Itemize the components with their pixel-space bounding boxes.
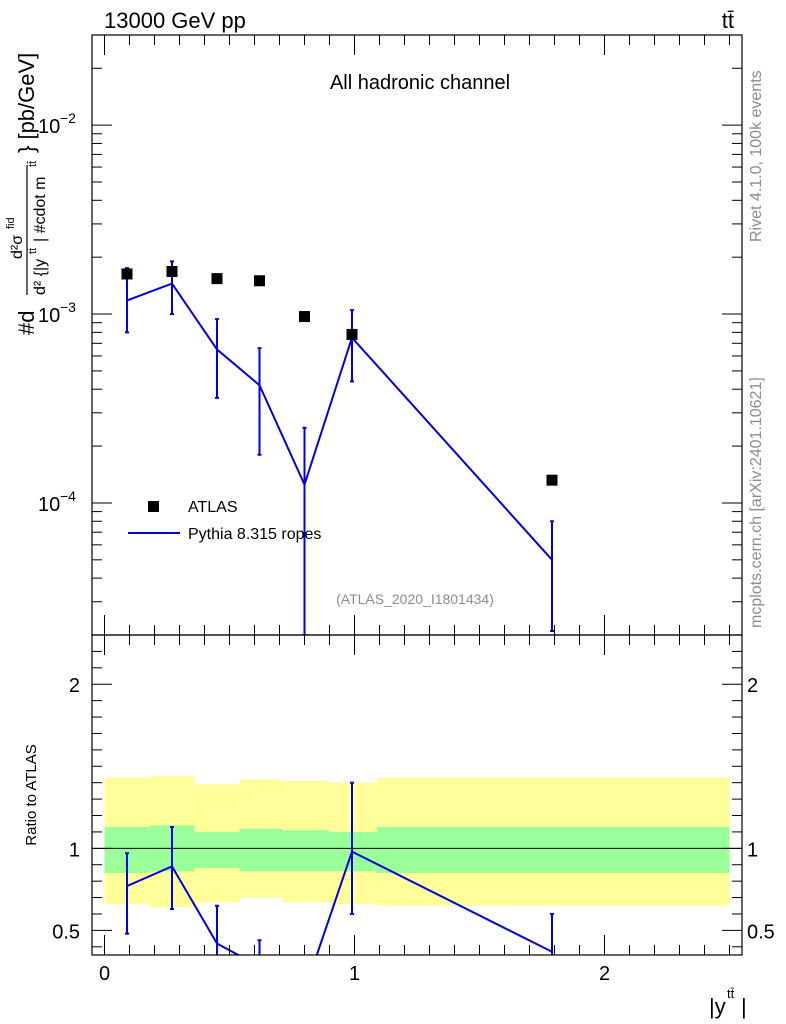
legend-mc-label: Pythia 8.315 ropes [188,526,321,543]
main-y-tick-label: 10 [38,494,60,516]
atlas-data-point [121,268,133,280]
ratio-ticks [92,634,742,955]
main-y-tick-label-exponent: −2 [60,110,76,126]
atlas-data-point [546,474,558,486]
ylabel-denominator-mid: | #cdot m [32,176,49,242]
atlas-data-point [254,275,265,287]
energy-label: 13000 GeV pp [104,8,246,33]
ratio-y-tick-label-right: 1 [747,839,758,861]
main-panel: All hadronic channel (ATLAS_2020_I180143… [5,34,743,636]
x-axis-label: |y tt̄ | [709,986,747,1019]
legend-atlas-label: ATLAS [188,499,238,516]
atlas-data-point [346,328,358,340]
ratio-y-axis-label: Ratio to ATLAS [23,744,40,845]
x-tick-label: 1 [349,963,360,985]
ylabel-denominator-sup2: tt̄ [27,161,39,167]
main-y-axis-label: #d d²σ fid d² {|y tt̄ | #cdot m tt̄ } [p… [5,53,49,335]
atlas-data-point [166,265,178,277]
ratio-plot-frame [91,634,743,956]
main-y-ticks [92,34,742,636]
mc-series [125,260,554,635]
ratio-bands [104,776,730,908]
xlabel-sup: tt̄ [727,986,735,1001]
atlas-data-point [299,311,310,323]
ylabel-prefix: #d [14,311,39,335]
main-y-tick-label-exponent: −3 [60,299,76,315]
xlabel-suffix: | [741,994,747,1019]
ratio-y-tick-labels: 0.5 0.5 1 1 2 2 [52,675,775,943]
ratio-y-tick-label-right: 0.5 [747,921,775,943]
main-plot-frame [91,34,743,636]
legend: ATLAS Pythia 8.315 ropes [128,499,321,543]
mcplots-label: mcplots.cern.ch [arXiv:2401.10621] [748,377,765,628]
atlas-series [121,265,558,486]
xlabel-main: |y [709,994,726,1019]
ylabel-suffix: } [pb/GeV] [14,53,39,153]
main-y-tick-labels: 10−210−310−4 [38,110,76,516]
rivet-label: Rivet 4.1.0, 100k events [748,70,765,242]
ratio-band-inner [377,827,730,873]
ylabel-denominator: d² {|y [32,259,49,295]
atlas-data-point [211,273,223,285]
x-tick-label: 2 [599,963,610,985]
ylabel-numerator: d²σ [9,235,26,259]
process-label: tt̄ [722,8,734,33]
main-y-tick-label-exponent: −4 [60,488,76,504]
x-tick-label: 0 [99,963,110,985]
legend-atlas-marker [148,501,159,512]
ratio-band-inner [239,828,282,872]
ratio-y-tick-label-right: 2 [747,675,758,697]
mc-line [126,282,553,561]
main-y-tick-label: 10 [38,116,60,138]
main-y-tick-label: 10 [38,305,60,327]
ratio-y-tick-label-left: 2 [69,675,80,697]
ratio-x-tick-labels: 0 1 2 [99,963,610,985]
ratio-panel: 0.5 0.5 1 1 2 2 0 1 2 Ratio to ATLAS |y tt̄ | [23,634,775,1019]
main-title: All hadronic channel [330,72,510,94]
ratio-y-tick-label-left: 1 [69,839,80,861]
ratio-y-tick-label-left: 0.5 [52,921,80,943]
ratio-band-inner [194,831,240,869]
ratio-mc-series [125,781,554,955]
ratio-band-inner [282,830,330,872]
ylabel-numerator-sup: fid [5,217,17,229]
analysis-label: (ATLAS_2020_I1801434) [336,591,494,607]
ylabel-denominator-sup: tt̄ [27,248,39,254]
